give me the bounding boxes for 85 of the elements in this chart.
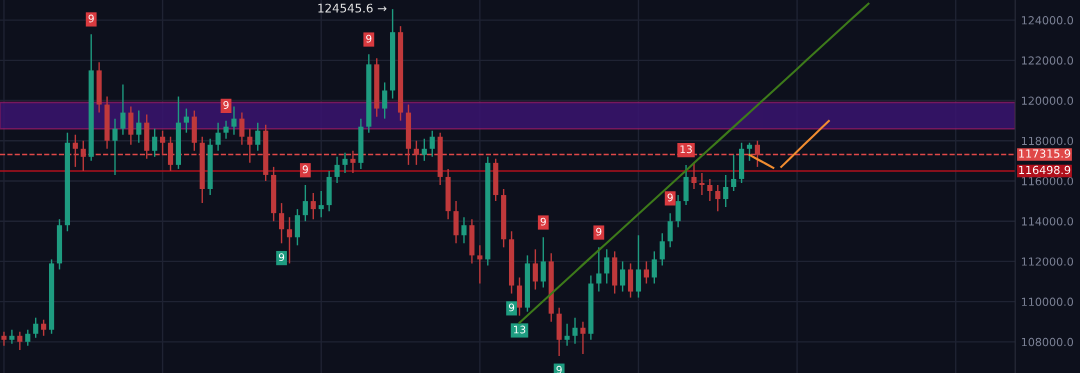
text: 13	[514, 325, 526, 334]
candlestick	[429, 130, 435, 158]
candlestick	[564, 323, 570, 347]
y-tick-label: 116000.0	[1021, 176, 1074, 186]
candlestick	[516, 276, 523, 317]
candlestick	[342, 152, 348, 174]
candlestick	[334, 156, 340, 184]
candlestick	[80, 140, 86, 172]
candlestick	[128, 105, 134, 146]
candlestick	[286, 216, 293, 265]
candlestick	[715, 184, 721, 212]
line-series	[748, 153, 775, 169]
y-tick-label: 122000.0	[1021, 56, 1074, 65]
candlestick	[255, 121, 261, 152]
candlestick	[723, 174, 729, 208]
candlestick	[136, 109, 142, 144]
candlestick	[223, 119, 229, 140]
y-tick-label: 124000.0	[1021, 16, 1074, 25]
y-tick-label: 114000.0	[1021, 217, 1074, 226]
candlestick	[635, 234, 642, 299]
text: 9	[540, 217, 546, 226]
candlestick	[183, 107, 189, 134]
candlestick	[294, 208, 300, 247]
candlestick	[1, 331, 7, 347]
candlestick	[421, 138, 427, 162]
candlestick	[17, 331, 23, 351]
candlestick	[167, 136, 174, 172]
candlestick	[643, 260, 649, 285]
candlestick	[278, 202, 285, 244]
candlestick	[302, 184, 308, 222]
candlestick	[231, 105, 237, 136]
candlestick	[350, 150, 356, 174]
candlestick	[659, 232, 665, 267]
candlestick	[72, 134, 78, 168]
text: 13	[680, 145, 692, 154]
ref-line-label: 117315.9	[1019, 149, 1071, 158]
candlestick	[152, 127, 158, 158]
candlestick	[310, 192, 316, 220]
candlestick	[691, 162, 697, 190]
text: 9	[596, 227, 602, 236]
candlestick	[604, 248, 610, 285]
y-tick-label: 112000.0	[1021, 257, 1074, 266]
text: 9	[278, 253, 285, 262]
candlestick	[215, 121, 221, 152]
text: 9	[223, 101, 229, 109]
y-tick-label: 118000.0	[1021, 136, 1074, 146]
y-tick-label: 120000.0	[1021, 96, 1074, 105]
text: 124545.6 →	[318, 3, 387, 13]
ref-line-label: 116498.9	[1019, 165, 1071, 175]
candlestick	[413, 140, 419, 166]
candlestick	[120, 83, 126, 136]
text: 9	[88, 14, 94, 23]
candlestick	[239, 111, 245, 146]
candlestick	[746, 142, 753, 162]
y-tick-label: 108000.0	[1021, 337, 1074, 347]
line-series	[780, 119, 830, 168]
candlestick	[33, 317, 39, 339]
candlestick	[651, 250, 657, 285]
y-tick-label: 110000.0	[1021, 297, 1074, 306]
candlestick	[540, 236, 546, 289]
candlestick	[160, 130, 166, 156]
candlestick	[318, 190, 324, 218]
candlestick	[675, 194, 681, 228]
candlestick	[580, 321, 586, 355]
candlestick	[382, 81, 388, 120]
text: 9	[667, 193, 673, 202]
candlestick	[9, 329, 15, 345]
candlestick	[461, 216, 467, 244]
candlestick	[572, 317, 578, 345]
text: 9	[556, 365, 562, 373]
candlestick	[620, 260, 626, 293]
candlestick	[112, 117, 118, 176]
candlestick	[699, 172, 705, 196]
candlestick	[667, 212, 673, 249]
candlestick	[754, 140, 761, 168]
text: 9	[366, 34, 372, 43]
candlestick	[596, 246, 602, 293]
candlestick	[707, 178, 713, 202]
candlestick	[247, 127, 253, 164]
text: 9	[302, 165, 308, 174]
candlestick	[731, 154, 737, 192]
candlestick	[477, 244, 483, 285]
text: 9	[508, 303, 515, 312]
candlestick	[627, 262, 634, 299]
candlestick	[532, 248, 538, 291]
